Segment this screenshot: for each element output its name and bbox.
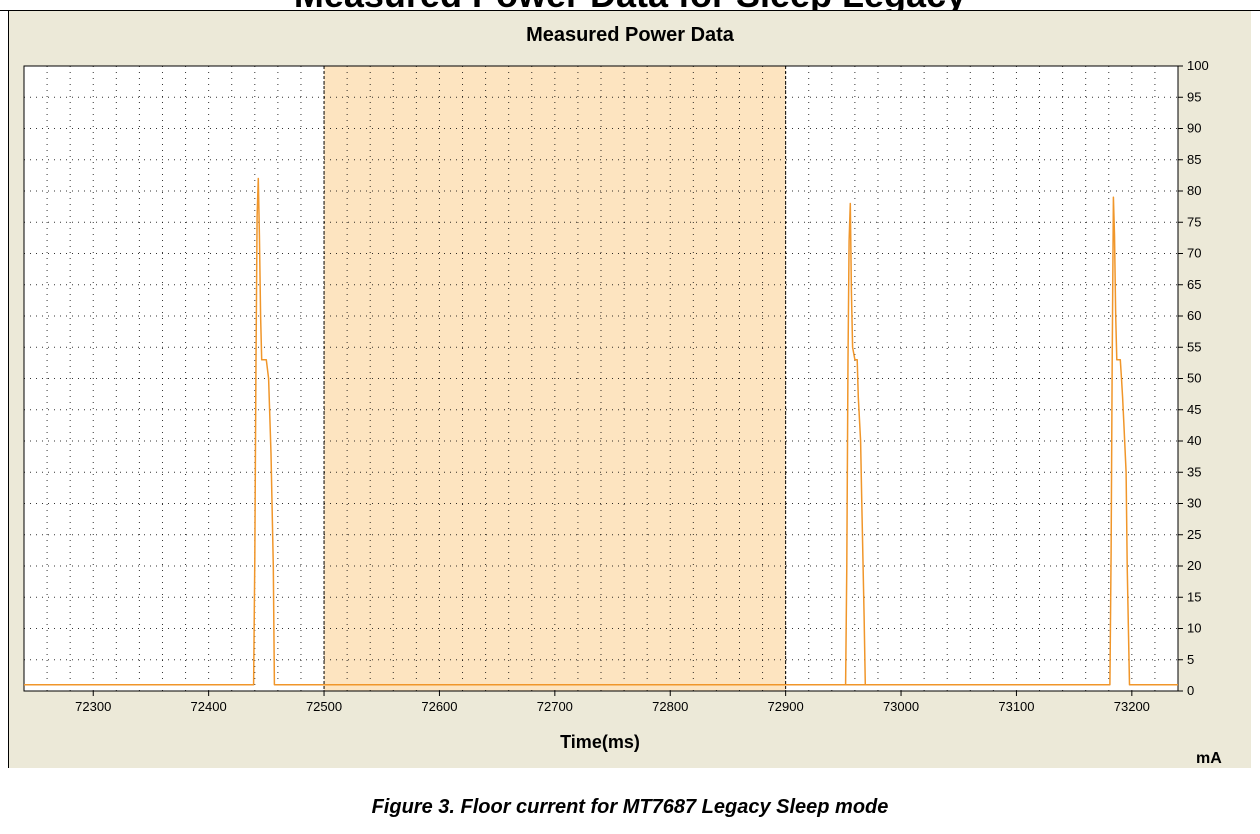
y-tick-label: 85 bbox=[1187, 152, 1201, 167]
x-tick-label: 72500 bbox=[306, 699, 342, 714]
y-tick-label: 55 bbox=[1187, 339, 1201, 354]
series-line-0 bbox=[24, 177, 1178, 686]
y-tick-label: 30 bbox=[1187, 496, 1201, 511]
y-tick-label: 35 bbox=[1187, 464, 1201, 479]
y-tick-label: 60 bbox=[1187, 308, 1201, 323]
x-axis-label: Time(ms) bbox=[560, 732, 640, 752]
y-tick-label: 40 bbox=[1187, 433, 1201, 448]
y-tick-label: 20 bbox=[1187, 558, 1201, 573]
y-tick-label: 45 bbox=[1187, 402, 1201, 417]
y-tick-label: 100 bbox=[1187, 58, 1209, 73]
y-tick-label: 10 bbox=[1187, 621, 1201, 636]
x-tick-label: 72400 bbox=[191, 699, 227, 714]
chart-title: Measured Power Data bbox=[526, 24, 734, 46]
y-tick-label: 15 bbox=[1187, 589, 1201, 604]
x-tick-label: 72300 bbox=[75, 699, 111, 714]
y-axis-unit-label: mA bbox=[1196, 750, 1222, 767]
x-tick-label: 72900 bbox=[768, 699, 804, 714]
x-tick-label: 73100 bbox=[998, 699, 1034, 714]
y-tick-label: 70 bbox=[1187, 246, 1201, 261]
y-tick-label: 90 bbox=[1187, 121, 1201, 136]
figure-caption: Figure 3. Floor current for MT7687 Legac… bbox=[371, 796, 889, 818]
x-tick-label: 73200 bbox=[1114, 699, 1150, 714]
y-tick-label: 65 bbox=[1187, 277, 1201, 292]
left-border bbox=[8, 10, 9, 768]
top-border bbox=[0, 10, 1260, 11]
y-tick-label: 80 bbox=[1187, 183, 1201, 198]
x-tick-label: 72600 bbox=[421, 699, 457, 714]
x-tick-label: 72700 bbox=[537, 699, 573, 714]
x-tick-label: 72800 bbox=[652, 699, 688, 714]
y-tick-label: 95 bbox=[1187, 89, 1201, 104]
y-tick-label: 25 bbox=[1187, 527, 1201, 542]
x-tick-label: 73000 bbox=[883, 699, 919, 714]
y-tick-label: 50 bbox=[1187, 371, 1201, 386]
y-tick-label: 75 bbox=[1187, 214, 1201, 229]
y-tick-label: 0 bbox=[1187, 683, 1194, 698]
y-tick-label: 5 bbox=[1187, 652, 1194, 667]
